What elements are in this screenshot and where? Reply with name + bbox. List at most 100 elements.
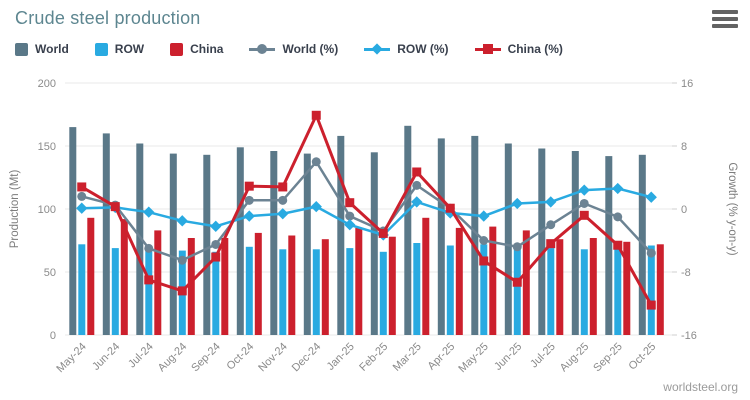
square-marker-Jun-24[interactable] — [110, 202, 120, 212]
legend-item-china[interactable]: China (%) — [474, 42, 563, 56]
square-marker-Jul-25[interactable] — [546, 239, 556, 249]
square-marker-Oct-25[interactable] — [646, 300, 656, 310]
square-marker-Jul-24[interactable] — [144, 275, 154, 285]
diamond-marker-Jun-25[interactable] — [511, 197, 523, 210]
square-marker-Feb-25[interactable] — [378, 228, 388, 238]
square-marker-Dec-24[interactable] — [311, 110, 321, 120]
diamond-marker-May-24[interactable] — [76, 202, 88, 214]
circle-marker-Dec-24[interactable] — [311, 157, 321, 167]
bar-china-Feb-25[interactable] — [388, 236, 396, 335]
legend-item-row[interactable]: ROW (%) — [364, 42, 449, 56]
bar-china-Apr-25[interactable] — [455, 227, 463, 335]
square-marker-Nov-24[interactable] — [278, 182, 288, 192]
bar-row-Feb-25[interactable] — [379, 251, 387, 335]
bar-world-Sep-24[interactable] — [203, 154, 211, 335]
bar-world-Aug-24[interactable] — [169, 153, 177, 335]
bar-world-Jun-25[interactable] — [504, 143, 512, 336]
diamond-marker-Jul-25[interactable] — [545, 196, 557, 208]
diamond-marker-Dec-24[interactable] — [310, 200, 322, 213]
circle-marker-Sep-24[interactable] — [211, 239, 221, 249]
bar-world-Mar-25[interactable] — [404, 125, 412, 335]
bar-world-Jul-24[interactable] — [136, 143, 144, 336]
bar-china-Nov-24[interactable] — [288, 235, 296, 336]
bar-world-Oct-24[interactable] — [236, 147, 244, 335]
diamond-marker-Aug-25[interactable] — [578, 184, 590, 196]
diamond-marker-Jul-24[interactable] — [143, 206, 155, 218]
square-marker-Mar-25[interactable] — [412, 167, 422, 177]
bar-china-Aug-24[interactable] — [187, 238, 195, 335]
bar-row-Jun-24[interactable] — [111, 248, 119, 335]
bar-world-Feb-25[interactable] — [370, 152, 378, 335]
square-marker-Jan-25[interactable] — [345, 198, 355, 208]
bar-china-Aug-25[interactable] — [589, 238, 597, 335]
diamond-marker-May-25[interactable] — [478, 210, 490, 222]
square-marker-May-25[interactable] — [479, 256, 489, 266]
bar-world-Nov-24[interactable] — [270, 151, 278, 335]
circle-marker-Jan-25[interactable] — [345, 211, 355, 221]
bar-row-Nov-24[interactable] — [279, 249, 287, 335]
diamond-marker-Sep-24[interactable] — [210, 220, 222, 232]
legend-item-world[interactable]: World (%) — [249, 42, 338, 56]
square-marker-May-24[interactable] — [77, 182, 87, 192]
bar-china-Jul-25[interactable] — [556, 239, 564, 335]
diamond-marker-Oct-24[interactable] — [243, 210, 255, 222]
diamond-marker-Sep-25[interactable] — [612, 182, 624, 195]
circle-marker-Jun-25[interactable] — [512, 242, 522, 252]
bar-world-Apr-25[interactable] — [437, 138, 445, 335]
bar-row-Sep-24[interactable] — [212, 251, 220, 335]
bar-row-Apr-25[interactable] — [446, 245, 454, 336]
bar-row-Aug-25[interactable] — [580, 249, 588, 335]
square-marker-Aug-25[interactable] — [579, 210, 589, 220]
bar-row-May-25[interactable] — [480, 244, 488, 335]
bar-world-Jul-25[interactable] — [538, 148, 546, 336]
legend-item-china[interactable]: China — [170, 42, 223, 56]
bar-china-Jun-25[interactable] — [522, 230, 530, 335]
bar-china-Mar-25[interactable] — [422, 217, 430, 335]
diamond-marker-Oct-25[interactable] — [645, 191, 657, 203]
square-marker-Apr-25[interactable] — [445, 203, 455, 213]
legend-item-world[interactable]: World — [15, 42, 69, 56]
circle-marker-Aug-24[interactable] — [177, 255, 187, 265]
bar-row-May-24[interactable] — [78, 244, 86, 335]
bar-world-Jan-25[interactable] — [337, 135, 345, 335]
bar-china-May-24[interactable] — [87, 217, 95, 335]
bar-china-Oct-24[interactable] — [254, 232, 262, 335]
diamond-marker-Jan-25[interactable] — [344, 219, 356, 231]
bar-row-Jan-25[interactable] — [346, 248, 354, 335]
bar-row-Oct-25[interactable] — [647, 245, 655, 336]
bar-china-Sep-24[interactable] — [221, 238, 229, 335]
circle-marker-Oct-25[interactable] — [646, 248, 656, 258]
bar-world-Sep-25[interactable] — [605, 156, 613, 335]
bar-row-Mar-25[interactable] — [413, 243, 421, 335]
diamond-marker-Aug-24[interactable] — [176, 215, 188, 227]
circle-marker-Aug-25[interactable] — [579, 198, 589, 208]
circle-marker-May-24[interactable] — [77, 191, 87, 201]
circle-marker-Mar-25[interactable] — [412, 180, 422, 190]
bar-row-Oct-24[interactable] — [245, 246, 253, 335]
bar-world-Jun-24[interactable] — [102, 133, 110, 335]
circle-marker-May-25[interactable] — [479, 236, 489, 245]
square-marker-Aug-24[interactable] — [177, 286, 187, 296]
legend-item-row[interactable]: ROW — [94, 42, 144, 56]
bar-world-May-24[interactable] — [69, 127, 77, 335]
bar-row-Jul-24[interactable] — [145, 249, 153, 335]
bar-china-Sep-25[interactable] — [623, 241, 631, 335]
bar-china-May-25[interactable] — [489, 226, 497, 335]
bar-row-Jul-25[interactable] — [547, 248, 555, 335]
bar-china-Dec-24[interactable] — [321, 239, 329, 335]
square-marker-Jun-25[interactable] — [512, 277, 522, 287]
bar-china-Jun-24[interactable] — [120, 219, 128, 335]
square-marker-Sep-25[interactable] — [613, 240, 623, 250]
bar-china-Jan-25[interactable] — [355, 227, 363, 335]
circle-marker-Oct-24[interactable] — [244, 195, 254, 205]
bar-world-Aug-25[interactable] — [571, 151, 579, 335]
circle-marker-Jul-24[interactable] — [144, 243, 154, 253]
diamond-marker-Mar-25[interactable] — [411, 196, 423, 208]
bar-world-Dec-24[interactable] — [303, 153, 311, 335]
bar-row-Jun-25[interactable] — [513, 248, 521, 335]
bar-world-May-25[interactable] — [471, 135, 479, 335]
square-marker-Oct-24[interactable] — [244, 181, 254, 191]
diamond-marker-Nov-24[interactable] — [277, 208, 289, 220]
circle-marker-Nov-24[interactable] — [278, 195, 288, 205]
hamburger-menu-icon[interactable] — [712, 10, 738, 30]
